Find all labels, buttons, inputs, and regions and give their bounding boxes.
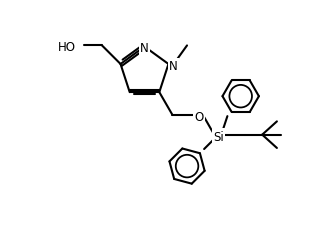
Text: N: N [169,60,178,73]
Text: HO: HO [58,41,76,54]
Text: Si: Si [213,130,224,143]
Text: N: N [140,41,149,54]
Text: O: O [194,110,203,123]
